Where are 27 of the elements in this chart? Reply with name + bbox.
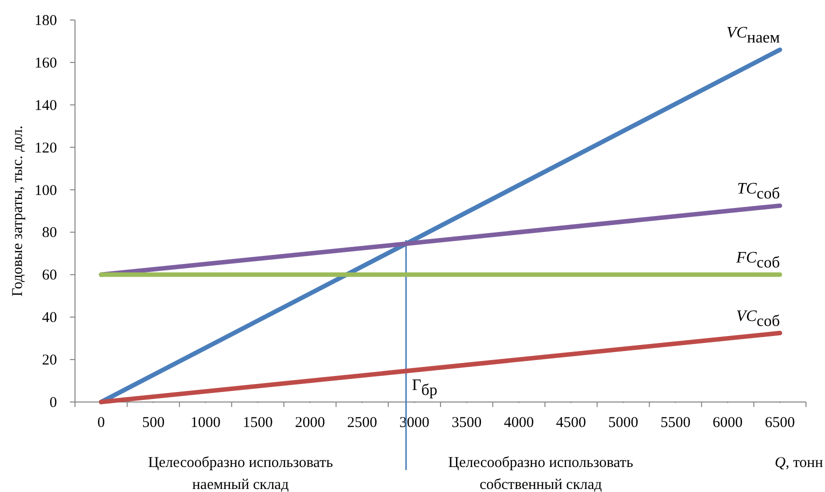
text: Целесообразно использовать собственный склад <box>448 455 634 492</box>
x-tick-label: 6000 <box>712 415 743 431</box>
y-tick-label: 120 <box>34 140 57 156</box>
y-tick-label: 180 <box>34 13 57 29</box>
y-tick-label: 0 <box>50 395 57 411</box>
x-tick-label: 500 <box>142 415 165 431</box>
x-tick-label: 4000 <box>504 415 534 431</box>
y-tick-label: 60 <box>42 268 57 284</box>
x-tick-label: 2000 <box>294 415 325 431</box>
x-tick-label: 4500 <box>556 415 586 431</box>
x-tick-label: 0 <box>97 415 105 431</box>
y-tick-label: 140 <box>34 98 57 114</box>
x-tick-label: 6500 <box>764 415 795 431</box>
x-tick-label: 1500 <box>242 415 273 431</box>
x-tick-label: 1000 <box>190 415 221 431</box>
x-tick-label: 3500 <box>452 415 482 431</box>
x-axis-title: Q, тонн <box>774 455 823 471</box>
x-tick-label: 5000 <box>608 415 638 431</box>
text: Целесообразно использовать наемный склад <box>148 455 334 492</box>
y-tick-label: 100 <box>34 182 57 199</box>
x-tick-label: 2500 <box>347 415 378 431</box>
x-tick-label: 5500 <box>660 415 690 431</box>
y-tick-label: 80 <box>42 225 57 242</box>
y-tick-label: 160 <box>34 55 57 72</box>
y-tick-label: 40 <box>42 310 57 326</box>
y-tick-label: 20 <box>42 352 57 369</box>
y-axis-title: Годовые затраты, тыс. дол. <box>10 126 26 296</box>
